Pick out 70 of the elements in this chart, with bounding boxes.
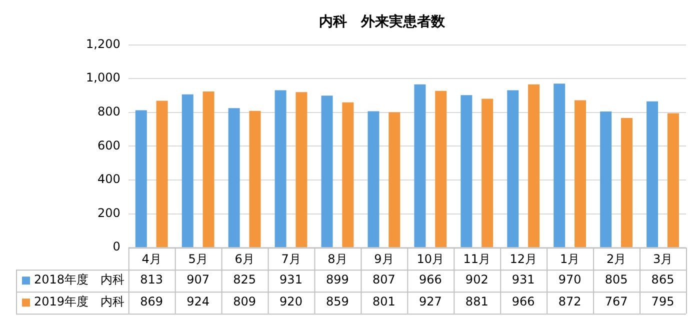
data-label: 805 <box>604 272 628 287</box>
bar <box>388 112 400 248</box>
legend-label: 2019年度 内科 <box>34 294 125 309</box>
x-tick-label: 8月 <box>328 252 348 266</box>
data-label: 767 <box>604 294 628 309</box>
bar <box>274 90 286 248</box>
data-label: 865 <box>651 272 674 287</box>
bar <box>368 111 380 248</box>
legend-label: 2018年度 内科 <box>34 272 125 287</box>
x-tick-label: 1月 <box>560 252 580 266</box>
data-label: 813 <box>140 272 164 287</box>
bar <box>646 101 658 248</box>
y-tick-label: 800 <box>97 104 120 119</box>
bar <box>621 118 632 248</box>
data-label: 927 <box>418 294 442 309</box>
data-label: 924 <box>186 294 210 309</box>
bar <box>528 84 540 248</box>
x-tick-label: 9月 <box>374 252 394 266</box>
y-tick-label: 400 <box>97 172 120 186</box>
x-tick-label: 6月 <box>234 252 254 266</box>
bar <box>507 90 519 248</box>
y-tick-label: 1,000 <box>86 70 120 85</box>
data-label: 931 <box>512 272 535 287</box>
bar <box>435 90 447 248</box>
data-label: 970 <box>558 272 582 287</box>
data-label: 966 <box>418 272 442 287</box>
data-label: 920 <box>280 294 302 309</box>
x-tick-label: 12月 <box>510 252 537 266</box>
data-label: 902 <box>465 272 488 287</box>
bar <box>249 110 261 248</box>
data-label: 795 <box>651 294 674 309</box>
data-label: 809 <box>233 294 256 309</box>
data-label: 907 <box>186 272 210 287</box>
y-tick-label: 0 <box>112 240 120 254</box>
data-label: 899 <box>326 272 349 287</box>
y-tick-label: 200 <box>97 206 120 220</box>
data-label: 872 <box>558 294 582 309</box>
bar <box>342 102 354 248</box>
bar <box>460 95 472 248</box>
data-label: 869 <box>140 294 164 309</box>
x-tick-label: 11月 <box>463 252 491 266</box>
bar <box>135 110 147 248</box>
bar <box>182 94 194 248</box>
x-tick-label: 7月 <box>281 252 301 266</box>
bar <box>482 98 494 248</box>
data-label: 825 <box>233 272 256 287</box>
bar <box>554 84 566 248</box>
data-label: 966 <box>512 294 535 309</box>
data-label: 859 <box>326 294 349 309</box>
bar <box>202 91 214 248</box>
x-tick-label: 3月 <box>652 252 673 266</box>
x-tick-label: 4月 <box>142 252 162 266</box>
data-label: 807 <box>372 272 396 287</box>
bar <box>156 100 168 248</box>
data-label: 881 <box>465 294 488 309</box>
x-tick-label: 5月 <box>188 252 208 266</box>
x-tick-label: 2月 <box>606 252 626 266</box>
y-tick-label: 1,200 <box>86 36 120 51</box>
bar <box>414 84 426 248</box>
data-label: 801 <box>372 294 396 309</box>
y-tick-label: 600 <box>97 138 120 152</box>
chart-title: 内科 外来実患者数 <box>319 13 446 30</box>
x-tick-label: 10月 <box>416 252 444 266</box>
bar <box>574 100 586 248</box>
bar <box>296 92 308 248</box>
bar <box>228 108 240 248</box>
bar <box>321 96 333 248</box>
bar <box>600 112 612 248</box>
data-label: 931 <box>280 272 302 287</box>
bar <box>667 113 679 248</box>
